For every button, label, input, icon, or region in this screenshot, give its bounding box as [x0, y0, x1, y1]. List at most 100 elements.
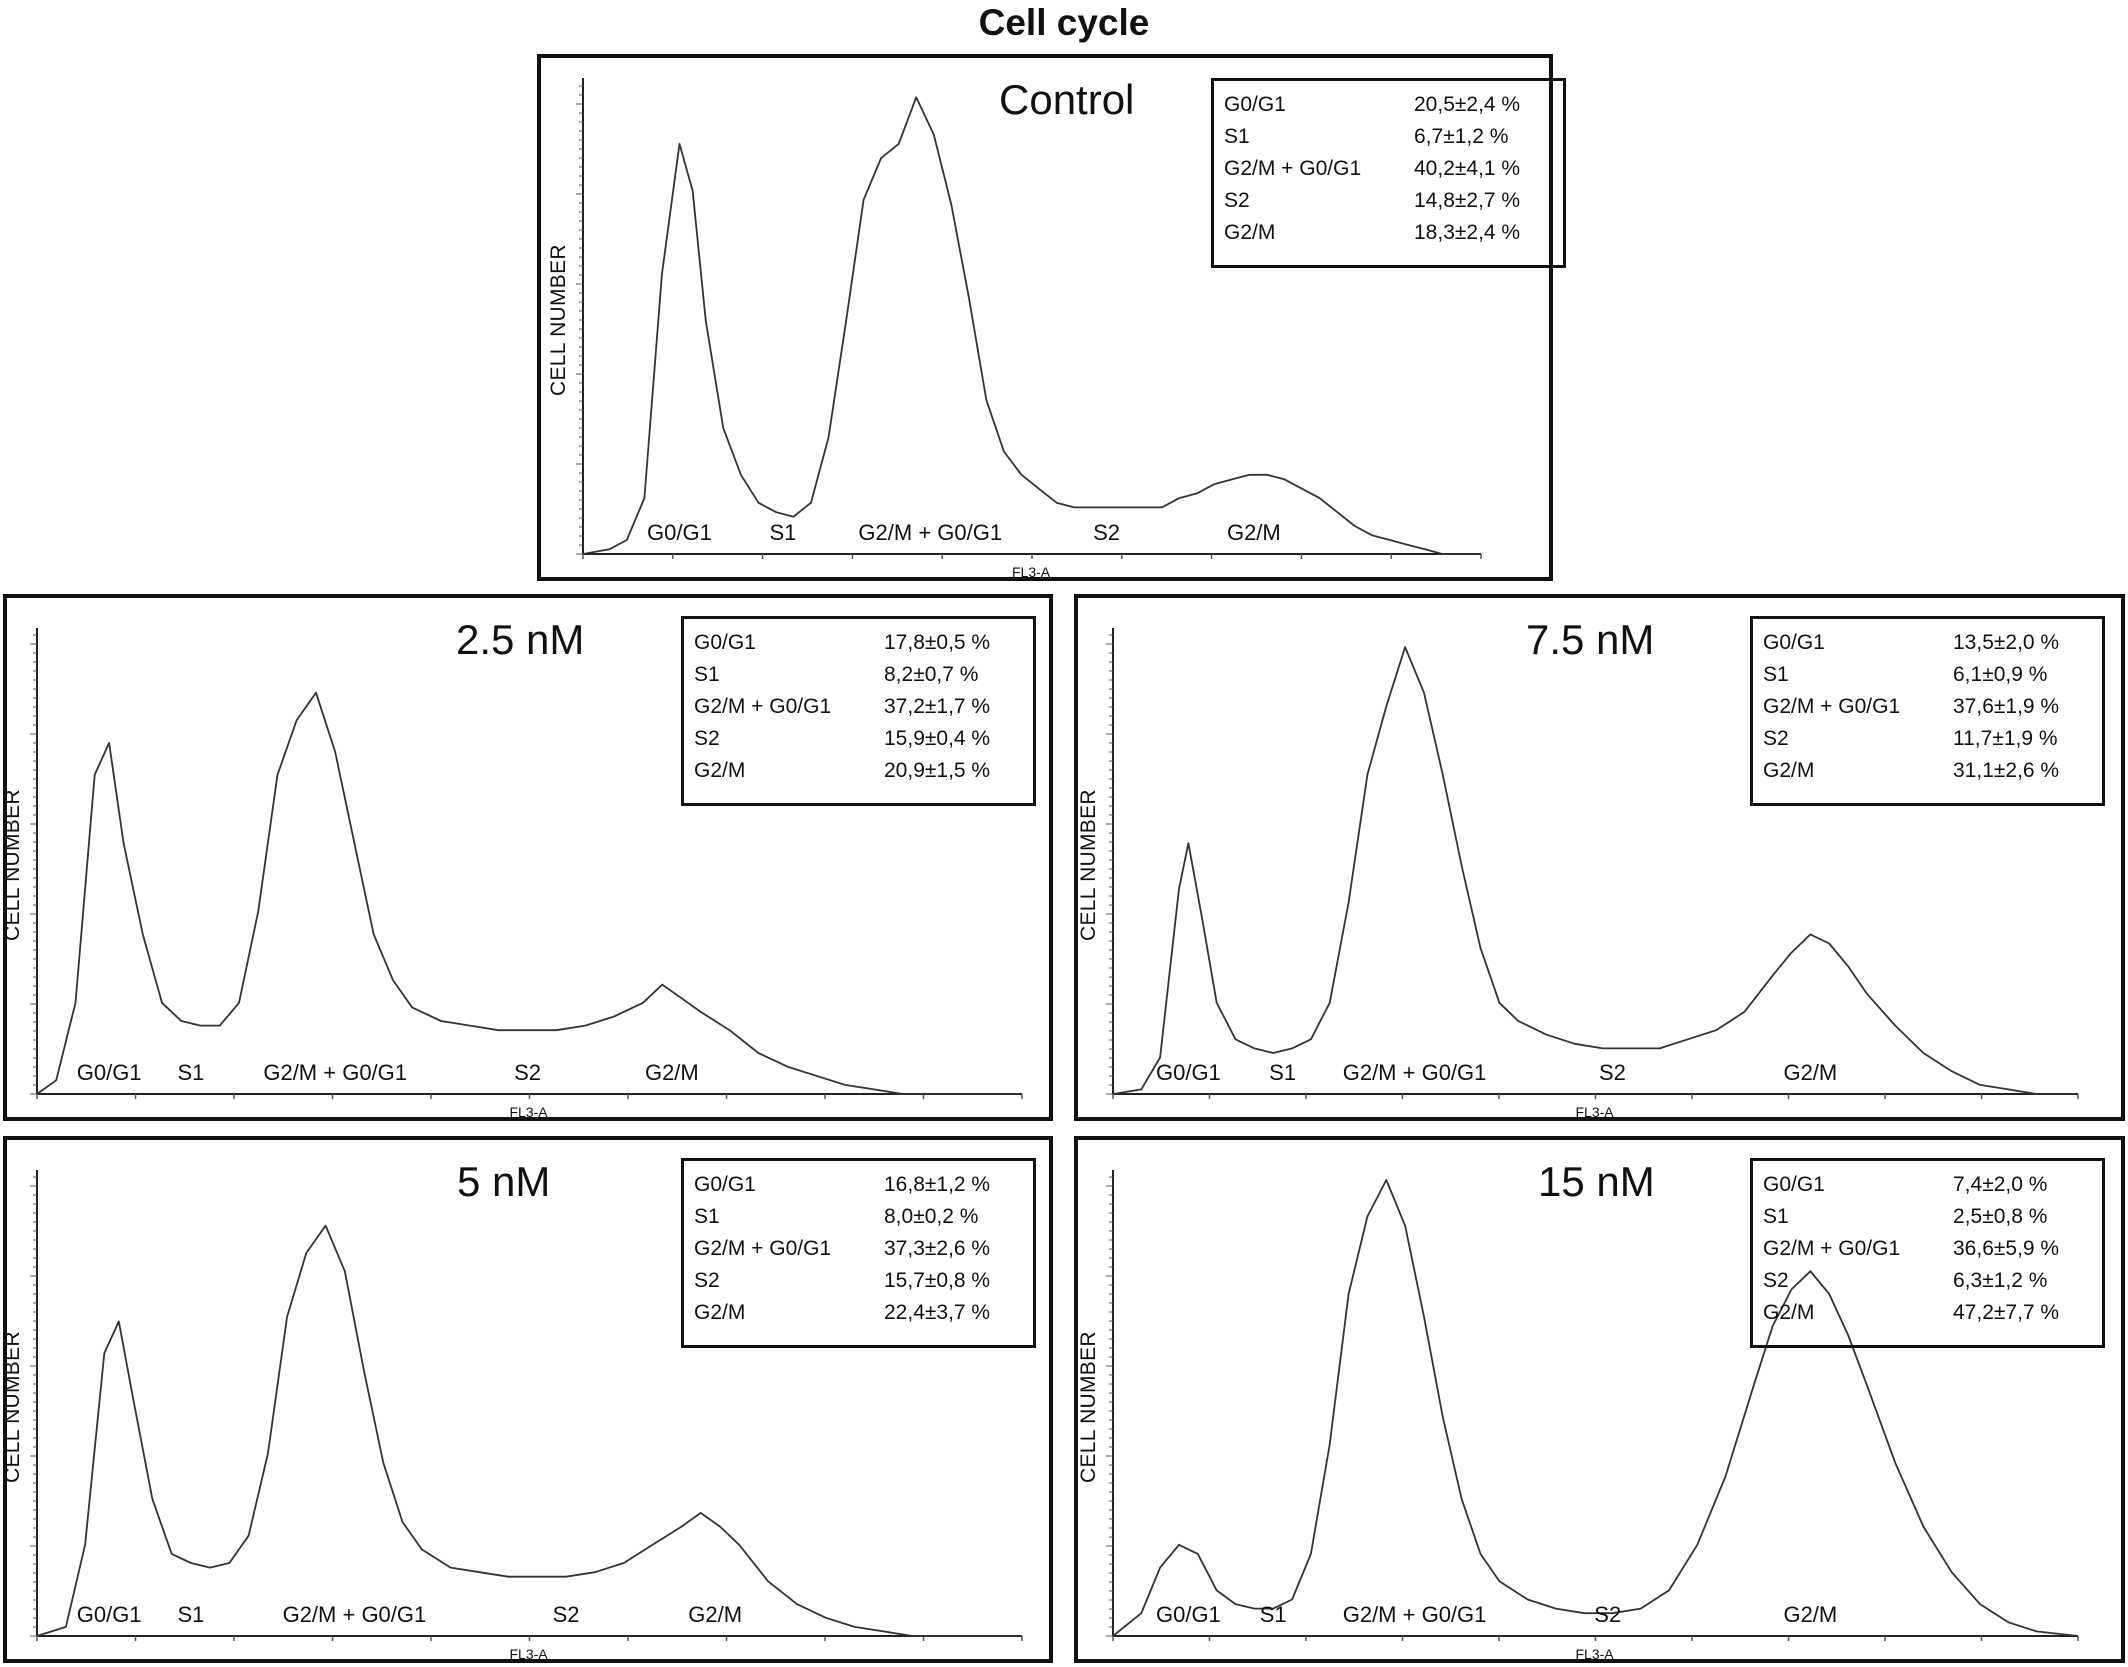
stats-value: 17,8±0,5 %: [884, 631, 991, 654]
y-axis-label: CELL NUMBER: [1077, 1331, 1100, 1483]
stats-row: S1 2,5±0,8 %: [1763, 1205, 2092, 1237]
stats-phase: G2/M + G0/G1: [694, 1237, 832, 1260]
panel-2-5nm: 2.5 nM CELL NUMBER FL3-A G0/G1 S1 G2/M + G0/G…: [1, 594, 1053, 1121]
stats-phase: S2: [1763, 1269, 1789, 1292]
stats-box: G0/G1 16,8±1,2 % S1 8,0±0,2 % G2/M + G0/G1 37…: [681, 1158, 1036, 1348]
stats-row: G2/M 47,2±7,7 %: [1763, 1301, 2092, 1333]
histogram-svg: [30, 628, 1023, 1099]
histogram-svg: [576, 78, 1482, 559]
phase-label: G2/M: [1783, 1602, 1838, 1627]
stats-phase: S1: [1763, 1205, 1789, 1228]
stats-value: 15,9±0,4 %: [884, 727, 991, 750]
histogram-svg: [30, 1170, 1023, 1641]
stats-row: G2/M + G0/G1 36,6±5,9 %: [1763, 1237, 2092, 1269]
stats-value: 40,2±4,1 %: [1414, 157, 1521, 180]
stats-value: 18,3±2,4 %: [1414, 221, 1521, 244]
y-axis-label: CELL NUMBER: [1, 789, 24, 941]
phase-label: G2/M + G0/G1: [263, 1060, 408, 1085]
histogram-svg: [1106, 628, 2079, 1099]
panel-15nm: 15 nM CELL NUMBER FL3-A G0/G1 S1 G2/M + G0/G1…: [1074, 1136, 2125, 1663]
stats-value: 22,4±3,7 %: [884, 1301, 991, 1324]
stats-value: 37,3±2,6 %: [884, 1237, 991, 1260]
stats-row: S1 6,7±1,2 %: [1224, 125, 1553, 157]
phase-label: S2: [1598, 1060, 1626, 1085]
stats-value: 13,5±2,0 %: [1953, 631, 2060, 654]
phase-label: G2/M + G0/G1: [1342, 1602, 1487, 1627]
stats-row: S2 15,7±0,8 %: [694, 1269, 1023, 1301]
stats-phase: G2/M + G0/G1: [1224, 157, 1362, 180]
stats-row: S2 6,3±1,2 %: [1763, 1269, 2092, 1301]
stats-row: S1 8,0±0,2 %: [694, 1205, 1023, 1237]
histogram-line: [582, 96, 1481, 555]
stats-value: 6,7±1,2 %: [1414, 125, 1509, 148]
stats-phase: G0/G1: [1763, 1173, 1825, 1196]
stats-phase: G0/G1: [1763, 631, 1825, 654]
histogram-line: [36, 691, 1022, 1095]
histogram-line: [36, 1224, 1022, 1637]
stats-phase: G0/G1: [694, 1173, 756, 1196]
stats-box: G0/G1 13,5±2,0 % S1 6,1±0,9 % G2/M + G0/G1 37…: [1750, 616, 2105, 806]
phase-label: G0/G1: [1155, 1060, 1221, 1085]
stats-phase: G0/G1: [694, 631, 756, 654]
stats-phase: S1: [1224, 125, 1250, 148]
x-axis-label: FL3-A: [1575, 1104, 1614, 1120]
stats-value: 37,2±1,7 %: [884, 695, 991, 718]
stats-value: 11,7±1,9 %: [1953, 727, 2058, 750]
phase-label: G0/G1: [76, 1060, 142, 1085]
stats-row: S2 11,7±1,9 %: [1763, 727, 2092, 759]
phase-label: S1: [769, 520, 797, 545]
panel-title: Control: [999, 76, 1135, 123]
stats-value: 14,8±2,7 %: [1414, 189, 1521, 212]
stats-phase: S2: [1763, 727, 1789, 750]
phase-label: S2: [1093, 520, 1120, 545]
phase-label: G0/G1: [1155, 1602, 1221, 1627]
phase-label: S1: [1269, 1060, 1297, 1085]
stats-row: G2/M 31,1±2,6 %: [1763, 759, 2092, 791]
stats-value: 6,1±0,9 %: [1953, 663, 2048, 686]
stats-phase: S2: [1224, 189, 1250, 212]
phase-label: S2: [552, 1602, 580, 1627]
stats-value: 7,4±2,0 %: [1953, 1173, 2048, 1196]
phase-label: G2/M: [644, 1060, 699, 1085]
phase-label: G0/G1: [76, 1602, 142, 1627]
panel-5nm: 5 nM CELL NUMBER FL3-A G0/G1 S1 G2/M + G0/G1 S…: [1, 1136, 1053, 1663]
stats-phase: G0/G1: [1224, 93, 1286, 116]
stats-value: 20,9±1,5 %: [884, 759, 991, 782]
stats-value: 31,1±2,6 %: [1953, 759, 2060, 782]
stats-row: G0/G1 20,5±2,4 %: [1224, 93, 1553, 125]
stats-phase: G2/M: [1763, 759, 1815, 782]
stats-phase: G2/M: [694, 1301, 746, 1324]
y-axis-label: CELL NUMBER: [1, 1331, 24, 1483]
stats-value: 47,2±7,7 %: [1953, 1301, 2060, 1324]
stats-row: G2/M + G0/G1 37,3±2,6 %: [694, 1237, 1023, 1269]
stats-row: G2/M 18,3±2,4 %: [1224, 221, 1553, 253]
stats-row: G2/M 22,4±3,7 %: [694, 1301, 1023, 1333]
stats-row: S2 14,8±2,7 %: [1224, 189, 1553, 221]
x-axis-label: FL3-A: [1012, 564, 1051, 580]
stats-phase: S1: [694, 1205, 720, 1228]
x-axis-label: FL3-A: [509, 1646, 548, 1662]
histogram-svg: [1106, 1170, 2079, 1641]
stats-phase: G2/M + G0/G1: [694, 695, 832, 718]
panel-title: 7.5 nM: [1526, 616, 1655, 663]
stats-box: G0/G1 7,4±2,0 % S1 2,5±0,8 % G2/M + G0/G1 36,…: [1750, 1158, 2105, 1348]
stats-value: 20,5±2,4 %: [1414, 93, 1521, 116]
stats-row: G0/G1 16,8±1,2 %: [694, 1173, 1023, 1205]
stats-phase: S2: [694, 727, 720, 750]
phase-label: G0/G1: [647, 520, 712, 545]
phase-label: S2: [1594, 1602, 1622, 1627]
stats-row: G2/M + G0/G1 40,2±4,1 %: [1224, 157, 1553, 189]
y-axis-label: CELL NUMBER: [547, 244, 570, 396]
phase-label: S2: [514, 1060, 542, 1085]
phase-label: S1: [1259, 1602, 1287, 1627]
panel-7-5nm: 7.5 nM CELL NUMBER FL3-A G0/G1 S1 G2/M + G0/G…: [1074, 594, 2125, 1121]
stats-value: 8,0±0,2 %: [884, 1205, 979, 1228]
stats-value: 2,5±0,8 %: [1953, 1205, 2048, 1228]
stats-row: S2 15,9±0,4 %: [694, 727, 1023, 759]
stats-phase: S1: [694, 663, 720, 686]
panel-control: Control CELL NUMBER FL3-A G0/G1 S1 G2/M + G0/…: [537, 54, 1566, 581]
stats-box: G0/G1 20,5±2,4 % S1 6,7±1,2 % G2/M + G0/G1 40…: [1211, 78, 1566, 268]
histogram-line: [1112, 1179, 2079, 1637]
phase-label: S1: [177, 1060, 205, 1085]
phase-label: G2/M: [1226, 520, 1281, 545]
